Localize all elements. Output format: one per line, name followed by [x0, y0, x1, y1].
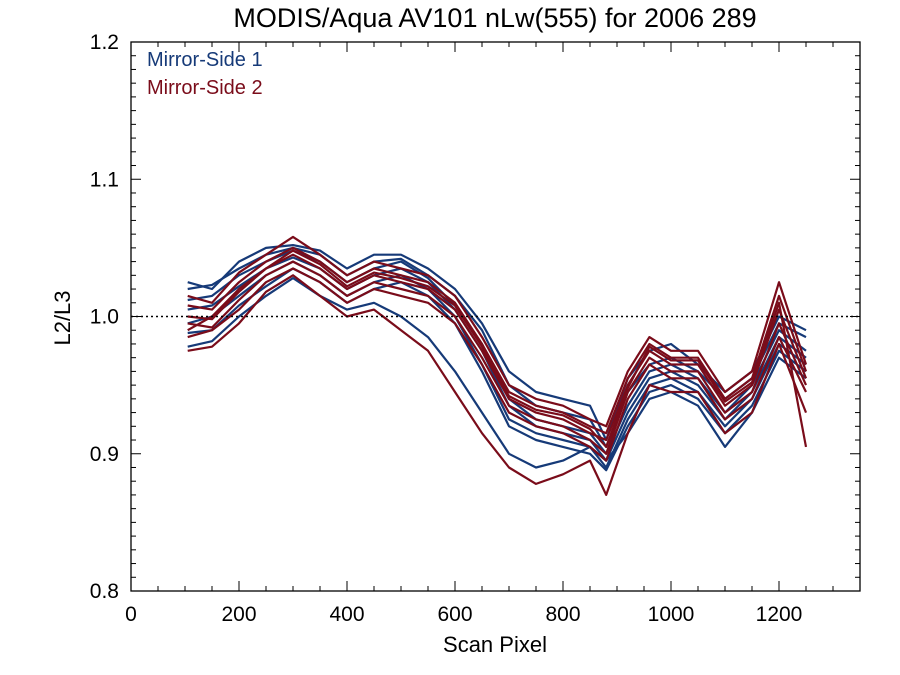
y-tick-label: 0.8	[90, 580, 119, 603]
x-tick-label: 0	[125, 603, 137, 626]
y-tick-label: 0.9	[90, 443, 119, 466]
legend-entry-mirror-side-1: Mirror-Side 1	[147, 49, 263, 71]
axis-ticks	[130, 41, 861, 592]
series-line-11	[187, 260, 808, 455]
x-axis-label: Scan Pixel	[443, 632, 547, 657]
y-tick-label: 1.0	[90, 306, 119, 329]
legend: Mirror-Side 1 Mirror-Side 2	[147, 49, 263, 99]
y-tick-label: 1.2	[90, 31, 119, 54]
series-line-8	[187, 235, 808, 428]
y-tick-label: 1.1	[90, 168, 119, 191]
axis-tick-labels: 0 200 400 600 800 1000 1200 0.8 0.9 1.0 1.1 1.2	[90, 31, 803, 626]
series-line-10	[187, 253, 808, 442]
series-group	[187, 235, 808, 496]
x-tick-label: 200	[221, 603, 256, 626]
series-line-6	[187, 277, 807, 469]
series-line-14	[187, 249, 808, 448]
x-tick-label: 1000	[648, 603, 695, 626]
y-axis-label: L2/L3	[50, 290, 75, 345]
series-line-12	[187, 267, 807, 462]
series-line-13	[187, 274, 808, 496]
x-tick-label: 1200	[756, 603, 803, 626]
x-tick-label: 400	[329, 603, 364, 626]
x-tick-label: 800	[545, 603, 580, 626]
series-line-9	[187, 246, 808, 435]
series-line-2	[187, 249, 807, 455]
x-tick-label: 600	[437, 603, 472, 626]
legend-entry-mirror-side-2: Mirror-Side 2	[147, 77, 263, 99]
chart-title: MODIS/Aqua AV101 nLw(555) for 2006 289	[233, 3, 756, 33]
